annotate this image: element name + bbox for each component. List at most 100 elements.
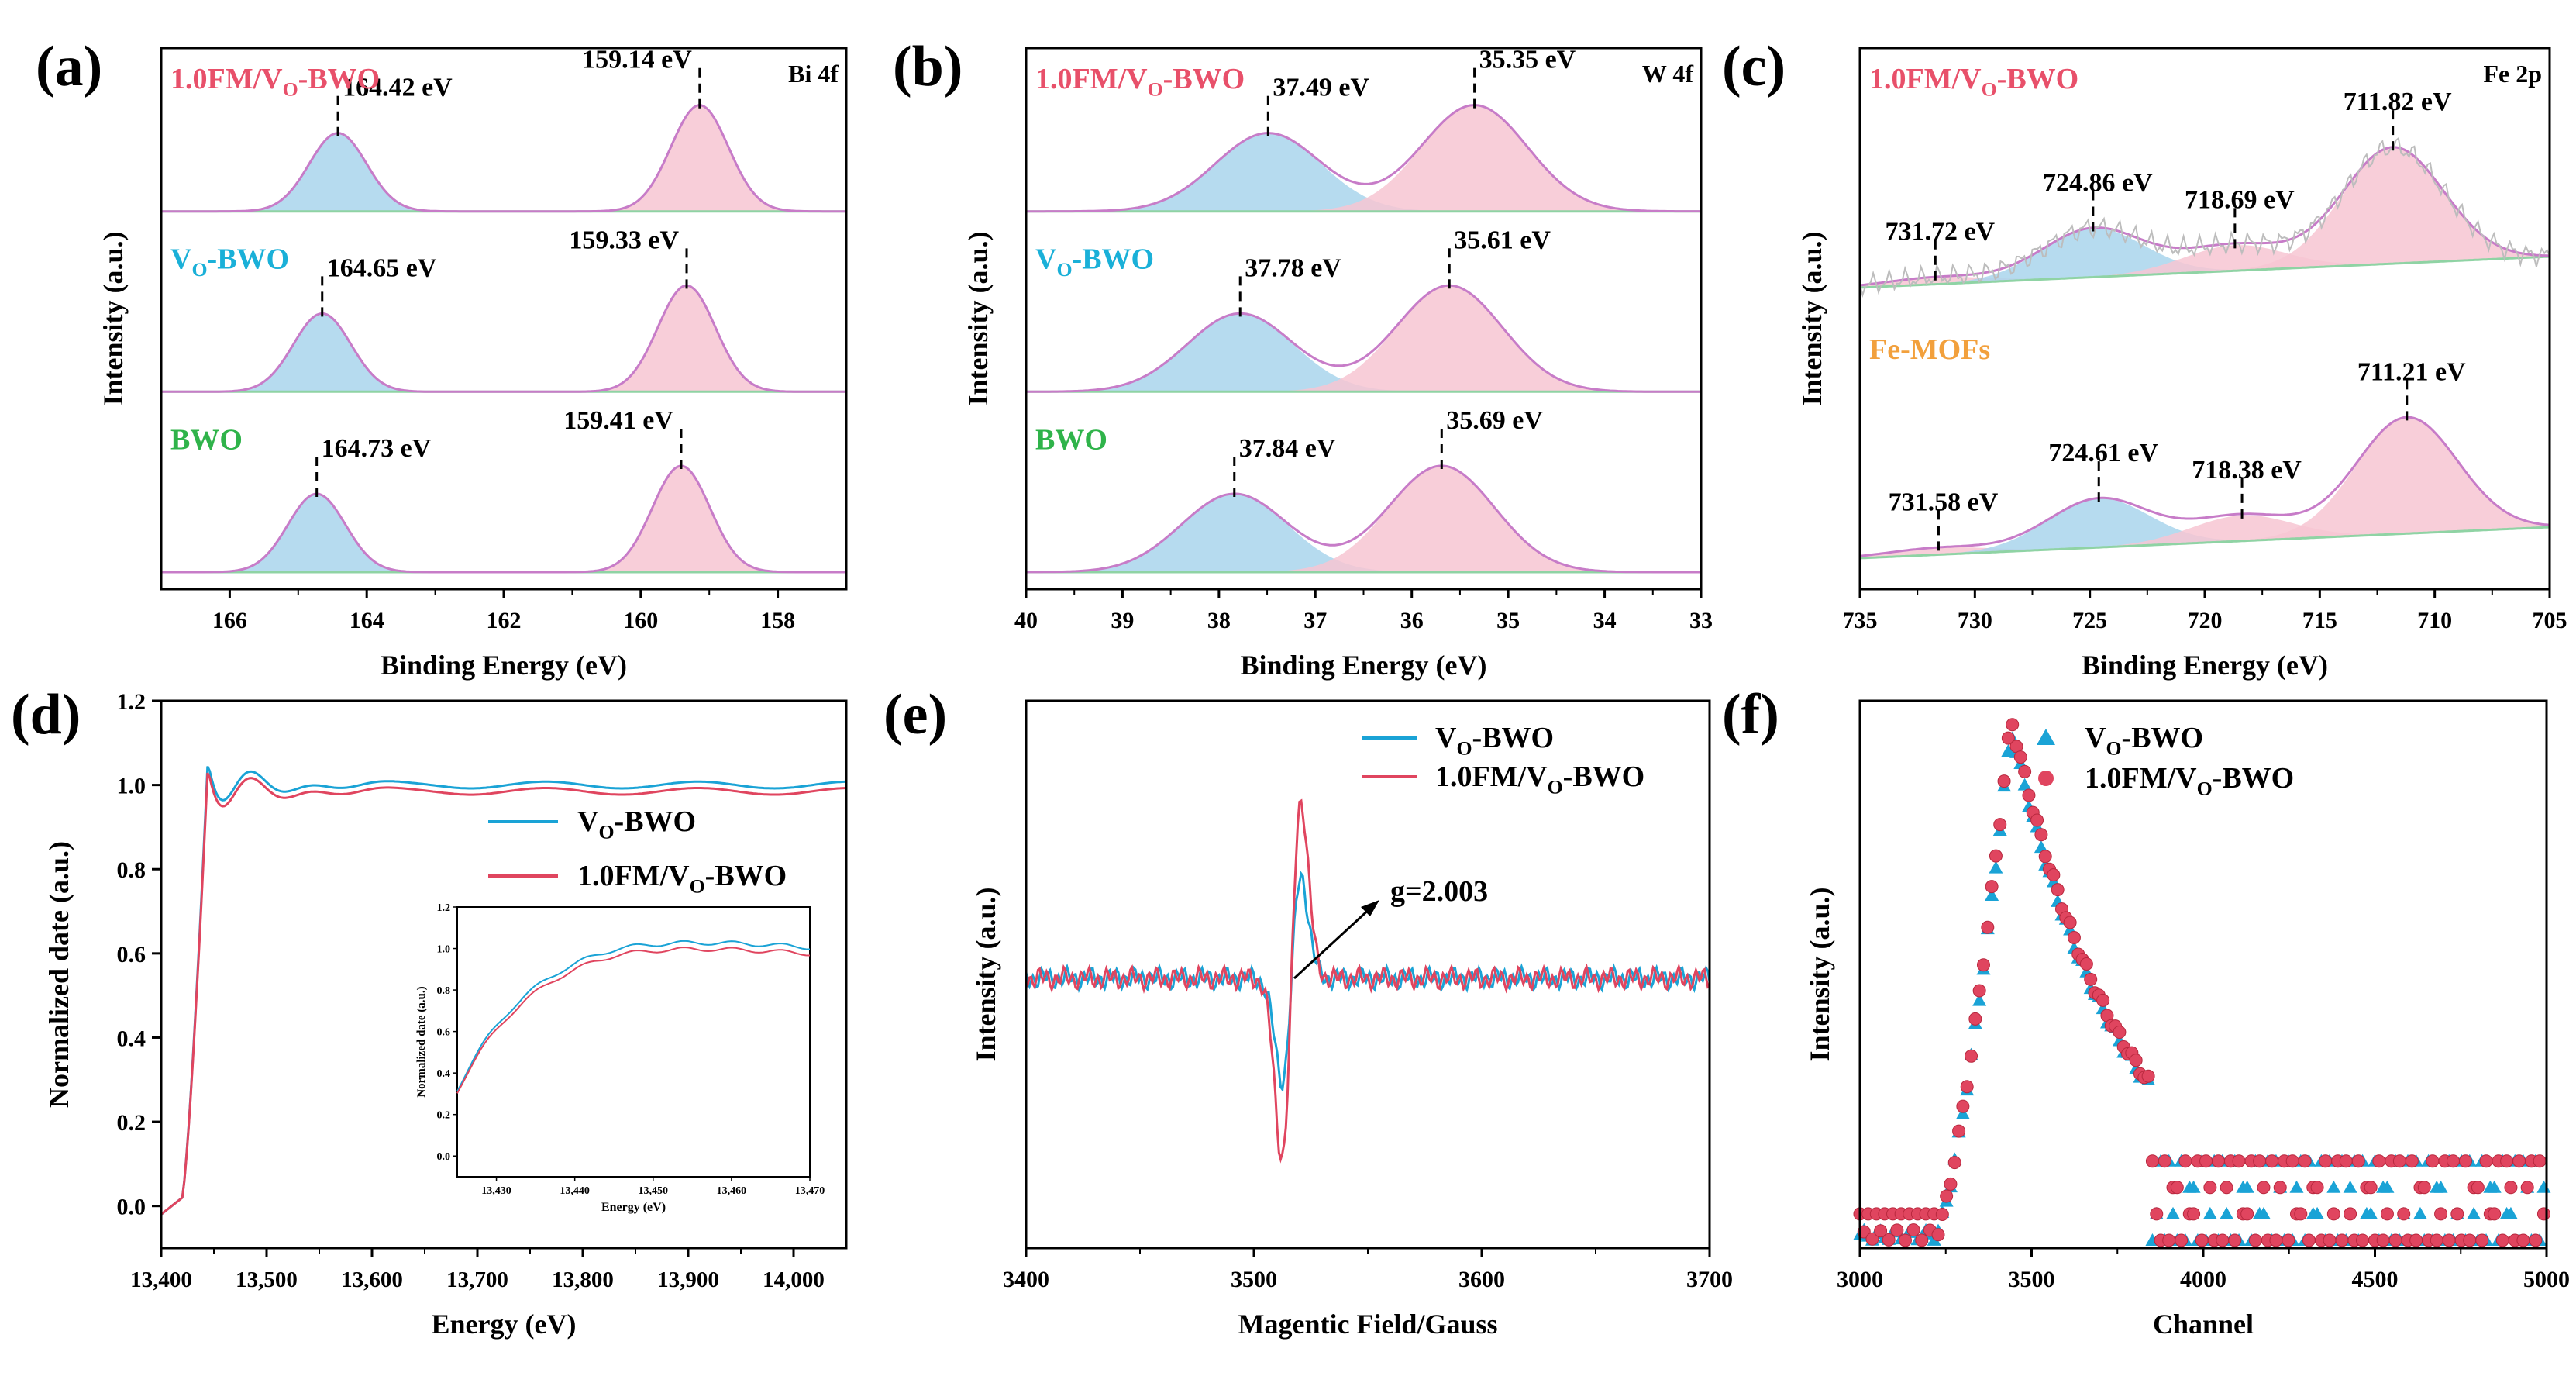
x-tick-label: 3000 [1837,1267,1883,1292]
inset-series-line [456,946,811,1094]
scatter-point [2372,1154,2386,1168]
panel-a: 164.42 eV 159.14 eV 1.0FM/VO-BWO 164.65 eV 1… [36,35,848,681]
peak-label: 711.21 eV [2357,357,2466,386]
scatter-point [2442,1233,2456,1247]
scatter-point [2001,731,2015,745]
peak-label: 731.58 eV [1889,488,1999,516]
scatter-point [2512,1154,2526,1168]
y-axis-label: Intensity (a.u.) [1804,887,1835,1061]
peak-label: 35.35 eV [1479,46,1576,74]
fit-envelope [161,284,846,393]
y-axis-label: Intensity (a.u.) [970,887,1001,1061]
peak-label: 711.82 eV [2344,88,2452,116]
plot-frame [160,699,848,1250]
scatter-point [1976,958,1990,972]
scatter-point [2253,1154,2267,1168]
scatter-point [2533,1154,2547,1168]
panel-label: (d) [11,683,81,747]
inset-x-axis-label: Energy (eV) [601,1201,666,1214]
series-label: 1.0FM/VO-BWO [170,63,380,101]
scatter-point [2022,788,2036,802]
x-tick-label: 162 [487,608,522,633]
scatter-point [1960,1080,1974,1094]
scatter-point [2447,1154,2461,1168]
peak-label: 164.65 eV [327,253,437,282]
y-axis-label: Intensity (a.u.) [1796,231,1827,405]
x-tick-label: 158 [760,608,795,633]
inset-frame [456,906,811,1178]
scatter-point [1955,1106,1970,1119]
peak-label: 718.38 eV [2192,456,2302,485]
scatter-point [2216,1233,2230,1247]
x-tick-label: 4500 [2352,1267,2399,1292]
x-tick-label: 705 [2533,608,2567,633]
scatter-point [2319,1154,2333,1168]
scatter-point [1915,1233,1929,1247]
scatter-point [2516,1233,2530,1247]
inset-y-tick-label: 1.0 [437,944,451,956]
raw-data-line [1859,136,2550,298]
scatter-point [2351,1154,2365,1168]
peak-label: 724.86 eV [2043,168,2153,197]
scatter-point [1989,860,2003,874]
y-tick-label: 0.0 [117,1195,146,1220]
legend-label: VO-BWO [1435,722,1554,760]
scatter-point [2326,1207,2340,1221]
scatter-point [2175,1233,2189,1247]
panel-d: 0.0 0.2 0.4 0.6 0.8 1.0 1.2 13,400 13,500 13,600 1… [11,683,848,1340]
x-tick-label: 13,900 [657,1267,719,1292]
peak-fill [161,105,846,212]
scatter-point [2158,1154,2171,1168]
inset-x-tick-label: 13,440 [560,1185,590,1197]
scatter-point [2038,850,2052,864]
arrow-head [1361,900,1379,916]
legend-label: 1.0FM/VO-BWO [577,860,787,898]
scatter-point [1952,1124,1966,1138]
scatter-point [2289,1180,2304,1193]
scatter-point [2467,1206,2481,1219]
scatter-point [2388,1233,2402,1247]
peak-label: 164.73 eV [322,434,432,463]
peak-fill [161,313,846,392]
scatter-point [1865,1232,1879,1246]
y-axis-label: Intensity (a.u.) [98,231,129,405]
scatter-point [2335,1233,2349,1247]
scatter-point [2479,1154,2493,1168]
y-tick-label: 0.2 [117,1110,146,1136]
y-axis-label: Normalized date (a.u.) [43,841,74,1108]
scatter-point [2356,1233,2370,1247]
spectrum-title: Fe 2p [2483,60,2542,88]
scatter-point [2364,1206,2378,1219]
series-label: Fe-MOFs [1869,333,1990,366]
scatter-point [2294,1207,2308,1221]
fit-envelope [161,464,846,574]
x-tick-label: 34 [1593,608,1617,633]
legend-marker [2038,771,2054,786]
peak-label: 35.69 eV [1446,406,1543,435]
scatter-point [2166,1206,2181,1219]
peak-label: 159.14 eV [582,46,692,74]
scatter-point [1965,1049,1978,1063]
x-tick-label: 166 [212,608,247,633]
scatter-point [1989,849,2003,863]
scatter-point [2187,1207,2201,1221]
scatter-point [2141,1069,2155,1083]
scatter-point [2079,957,2093,971]
scatter-point [1882,1233,1896,1247]
fit-envelope [1026,284,1701,393]
scatter-point [2298,1154,2312,1168]
scatter-point [1940,1189,1954,1203]
scatter-point [1874,1224,1888,1238]
inset-y-tick-label: 0.8 [437,985,451,997]
spectrum-title: Bi 4f [788,60,839,88]
x-tick-label: 3600 [1458,1267,1505,1292]
inset-x-tick-label: 13,470 [795,1185,825,1197]
y-tick-label: 1.2 [117,689,146,715]
scatter-point [2503,1206,2518,1219]
scatter-point [2051,883,2065,897]
scatter-point [2302,1233,2316,1247]
x-tick-label: 36 [1400,608,1424,633]
series-label: BWO [170,423,243,456]
inset-series-line [456,940,811,1092]
